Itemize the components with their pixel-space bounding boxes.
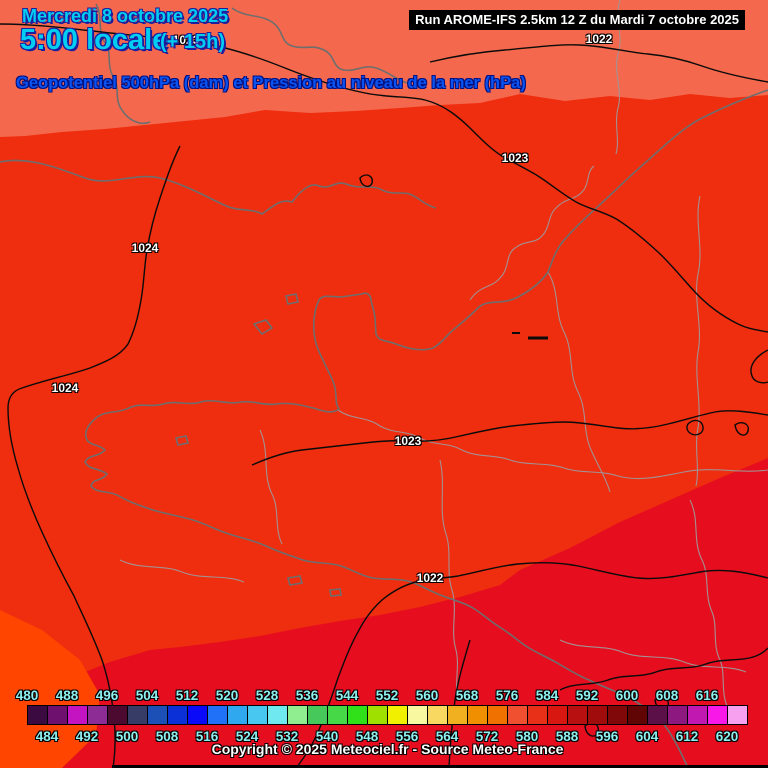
- coastlines: [0, 3, 768, 768]
- map-bottom-border: [112, 765, 768, 768]
- run-info-box: Run AROME-IFS 2.5km 12 Z du Mardi 7 octo…: [409, 10, 745, 30]
- pressure-label-1024: 1024: [131, 241, 159, 255]
- pressure-label-1023: 1023: [501, 151, 529, 165]
- pressure-label-1023: 1023: [394, 434, 422, 448]
- copyright-text: Copyright © 2025 Meteociel.fr - Source M…: [211, 741, 564, 757]
- fill-salmon-band: [0, 0, 768, 137]
- fill-orange-pocket: [0, 610, 100, 768]
- pressure-label-1024: 1024: [51, 381, 79, 395]
- pressure-label-1022: 1022: [416, 571, 444, 585]
- pressure-label-1022: 1022: [585, 32, 613, 46]
- fill-dark-red: [0, 458, 768, 768]
- pressure-label-1023: 1023: [172, 33, 200, 47]
